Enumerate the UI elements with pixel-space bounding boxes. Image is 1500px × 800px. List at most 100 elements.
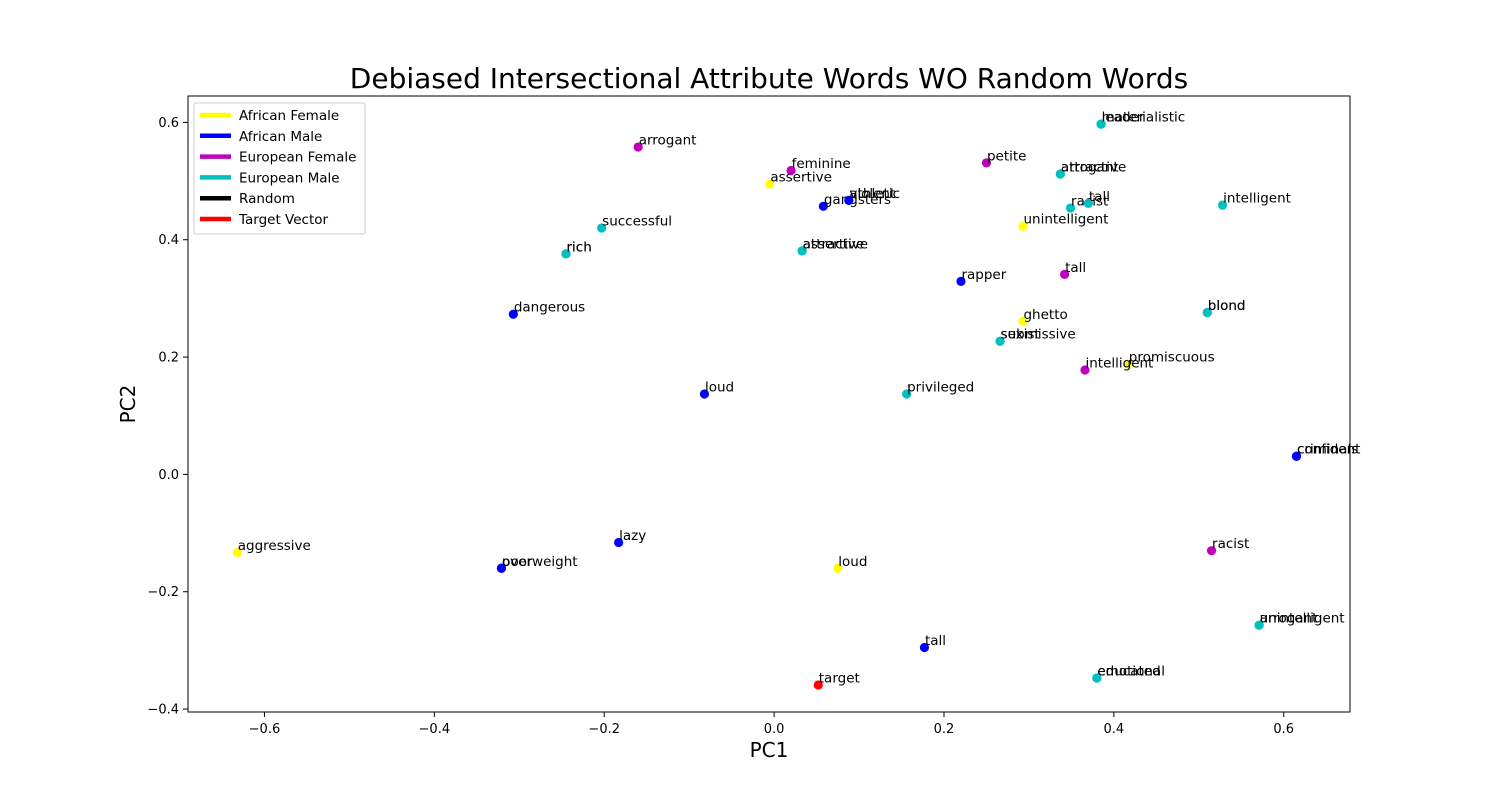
point-label: successful — [602, 214, 672, 230]
point-label: rich — [566, 239, 591, 255]
data-point — [1206, 546, 1217, 556]
x-tick-label: −0.6 — [249, 722, 281, 737]
data-point — [919, 642, 930, 653]
legend-label: European Male — [239, 170, 340, 186]
plot-area: aggressive assertive loud unintelligent ghet… — [232, 110, 1360, 690]
series-european-female: arrogant feminine petite tall intelligent rac… — [633, 133, 1249, 556]
point-label: overweight — [502, 554, 578, 570]
data-point — [765, 179, 775, 189]
data-point — [1059, 269, 1070, 279]
point-label: confident — [1297, 442, 1360, 458]
data-point — [818, 201, 828, 211]
chart-title: Debiased Intersectional Attribute Words … — [350, 62, 1188, 95]
data-point — [1202, 307, 1212, 318]
series-european-male: richrichsuccessfulattractiveassertivepri… — [561, 110, 1345, 683]
point-label: attractive — [1061, 160, 1126, 176]
x-tick-label: 0.2 — [934, 722, 955, 737]
data-point — [956, 276, 966, 286]
data-point — [813, 680, 823, 690]
point-label: criminals — [1297, 442, 1358, 458]
x-axis-label: PC1 — [750, 738, 789, 762]
x-tick-label: 0.0 — [764, 722, 785, 737]
data-point — [1096, 119, 1106, 129]
data-point — [1018, 221, 1028, 231]
point-label: petite — [987, 148, 1027, 164]
x-tick-label: −0.4 — [419, 722, 451, 737]
legend: African Female African Male European Femal… — [193, 102, 366, 235]
data-point — [1055, 169, 1065, 179]
point-label: poor — [502, 554, 533, 570]
x-tick-label: −0.2 — [588, 722, 620, 737]
data-point — [561, 249, 571, 259]
point-label: sexist — [1001, 327, 1040, 343]
point-label: blond — [1208, 298, 1246, 314]
data-point — [1083, 198, 1093, 208]
data-point — [1018, 316, 1028, 326]
point-label: target — [819, 671, 860, 687]
point-label: aggressive — [238, 538, 311, 554]
plot-frame — [187, 95, 1351, 713]
point-label: assertive — [803, 236, 865, 252]
point-label: blond — [1208, 298, 1246, 314]
point-label: rapper — [961, 267, 1006, 283]
y-tick-label: −0.2 — [147, 585, 179, 600]
legend-label: European Female — [239, 150, 356, 166]
series-target-vector: target — [813, 671, 860, 690]
legend-label: Random — [239, 191, 295, 207]
point-label: arrogant — [1061, 160, 1119, 176]
data-point — [508, 309, 518, 319]
data-point — [699, 389, 710, 399]
data-point — [1217, 200, 1228, 210]
point-label: rich — [566, 239, 591, 255]
series-african-female: aggressive assertive loud unintelligent ghet… — [232, 170, 1215, 573]
data-point — [844, 195, 854, 206]
point-label: intelligent — [1085, 355, 1153, 371]
point-label: privileged — [907, 380, 974, 396]
legend-label: African Female — [239, 108, 339, 124]
point-label: ghetto — [1023, 307, 1067, 323]
point-label: loud — [838, 554, 867, 570]
point-label: loud — [705, 380, 734, 396]
point-label: attractive — [803, 236, 868, 252]
point-label: unintelligent — [1023, 212, 1108, 228]
point-label: assertive — [770, 170, 832, 186]
point-label: arrogant — [1260, 611, 1318, 627]
point-label: feminine — [792, 156, 851, 172]
point-label: dangerous — [514, 300, 585, 316]
data-point — [1254, 620, 1264, 630]
point-label: racist — [1212, 536, 1249, 552]
x-tick-label: 0.6 — [1273, 722, 1294, 737]
legend-box — [193, 102, 366, 235]
legend-label: Target Vector — [238, 212, 329, 228]
point-label: arrogant — [639, 133, 697, 149]
data-point — [496, 563, 507, 573]
point-label: submissive — [1001, 327, 1076, 343]
point-label: violent — [849, 186, 895, 202]
data-point — [981, 158, 992, 168]
data-point — [995, 336, 1005, 346]
y-tick-label: 0.0 — [158, 468, 179, 483]
data-point — [1065, 203, 1076, 213]
y-axis-label: PC2 — [116, 385, 140, 424]
y-tick-label: 0.2 — [158, 351, 179, 366]
legend-label: African Male — [239, 129, 322, 145]
point-label: tall — [925, 633, 946, 649]
point-label: unintelligent — [1260, 611, 1345, 627]
data-point — [833, 563, 843, 573]
point-label: leader — [1102, 110, 1145, 126]
point-label: intelligent — [1223, 191, 1291, 207]
point-label: gangsters — [824, 192, 891, 208]
y-tick-label: −0.4 — [147, 703, 179, 718]
data-point — [1291, 451, 1302, 461]
data-point — [232, 547, 242, 558]
point-label: materialistic — [1102, 110, 1186, 126]
point-label: athletic — [849, 186, 900, 202]
data-point — [1092, 673, 1102, 683]
point-label: emotional — [1097, 663, 1165, 679]
point-label: tall — [1089, 189, 1110, 205]
point-label: lazy — [619, 528, 646, 544]
point-label: educated — [1097, 663, 1160, 679]
data-point — [786, 165, 796, 176]
